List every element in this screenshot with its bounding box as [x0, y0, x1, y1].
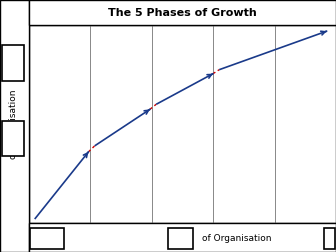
Bar — [30, 228, 64, 249]
Text: of Organisation: of Organisation — [9, 89, 18, 159]
Bar — [324, 228, 335, 249]
Bar — [2, 121, 24, 156]
Bar — [29, 25, 336, 223]
Bar — [2, 45, 24, 81]
Bar — [29, 0, 336, 25]
Bar — [0, 0, 29, 252]
Text: The 5 Phases of Growth: The 5 Phases of Growth — [108, 8, 257, 18]
Bar — [168, 228, 193, 249]
Text: of Organisation: of Organisation — [202, 234, 271, 243]
Bar — [29, 223, 336, 252]
